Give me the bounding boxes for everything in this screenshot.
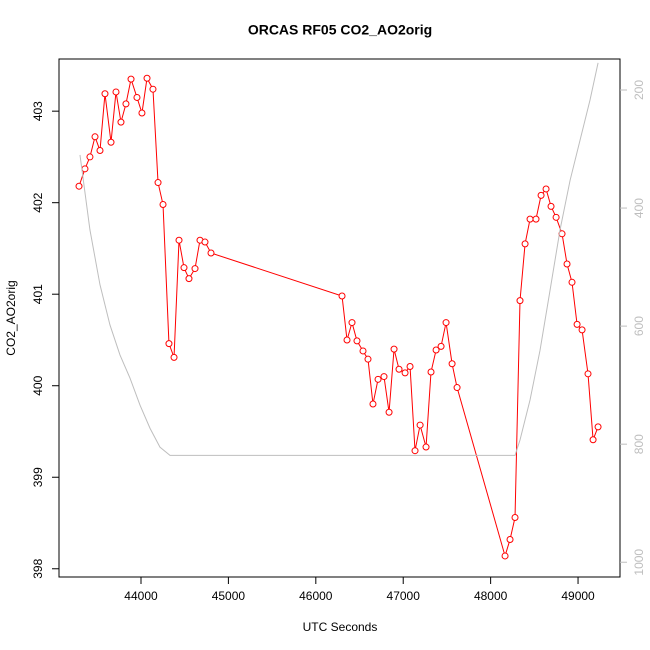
data-point — [353, 337, 361, 345]
data-point — [516, 297, 524, 305]
data-point — [81, 165, 89, 173]
data-point — [401, 369, 409, 377]
data-point — [133, 93, 141, 101]
y2-tick-label: 1000 — [632, 549, 646, 576]
data-point — [154, 179, 162, 187]
data-point — [143, 74, 151, 82]
data-point — [521, 240, 529, 248]
data-point — [526, 215, 534, 223]
data-point — [369, 400, 377, 408]
y-tick-label: 402 — [31, 192, 45, 212]
data-point — [96, 147, 104, 155]
y2-tick-label: 200 — [632, 80, 646, 100]
data-point — [552, 213, 560, 221]
data-point — [170, 353, 178, 361]
data-point — [175, 236, 183, 244]
data-point — [390, 345, 398, 353]
data-point — [338, 292, 346, 300]
data-point — [563, 260, 571, 268]
data-point — [91, 133, 99, 141]
data-point — [406, 363, 414, 371]
x-tick-label: 47000 — [387, 589, 421, 603]
y-tick-label: 399 — [31, 467, 45, 487]
y-tick-label: 398 — [31, 558, 45, 578]
x-tick-label: 44000 — [124, 589, 158, 603]
x-tick-label: 45000 — [212, 589, 246, 603]
data-point — [442, 319, 450, 327]
data-point — [584, 370, 592, 378]
x-axis-label: UTC Seconds — [303, 620, 378, 634]
y2-tick-label: 800 — [632, 434, 646, 454]
data-point — [416, 421, 424, 429]
data-point — [427, 368, 435, 376]
data-point — [422, 443, 430, 451]
data-point — [395, 365, 403, 373]
data-point — [364, 355, 372, 363]
data-point — [511, 514, 519, 522]
x-tick-label: 49000 — [561, 589, 595, 603]
data-point — [191, 265, 199, 273]
data-point — [122, 100, 130, 108]
data-point — [180, 264, 188, 272]
data-point — [432, 346, 440, 354]
plot-box — [58, 58, 621, 578]
data-point — [159, 201, 167, 209]
data-point — [437, 342, 445, 350]
data-point — [348, 319, 356, 327]
data-point — [594, 423, 602, 431]
data-point — [117, 118, 125, 126]
y-tick-label: 401 — [31, 284, 45, 304]
y2-tick-label: 600 — [632, 316, 646, 336]
data-point — [448, 360, 456, 368]
data-point — [542, 185, 550, 193]
data-point — [165, 340, 173, 348]
x-tick-label: 46000 — [299, 589, 333, 603]
data-point — [411, 447, 419, 455]
x-tick-label: 48000 — [474, 589, 508, 603]
data-point — [453, 384, 461, 392]
data-point — [547, 202, 555, 210]
data-point — [107, 138, 115, 146]
data-point — [127, 75, 135, 83]
data-point — [185, 275, 193, 283]
y-tick-label: 403 — [31, 101, 45, 121]
data-point — [359, 347, 367, 355]
y2-tick-label: 400 — [632, 198, 646, 218]
data-point — [532, 215, 540, 223]
chart-title: ORCAS RF05 CO2_AO2orig — [248, 22, 432, 38]
series-line — [79, 62, 599, 456]
data-point — [385, 408, 393, 416]
data-point — [380, 373, 388, 381]
data-point — [149, 85, 157, 93]
data-point — [201, 238, 209, 246]
data-point — [75, 182, 83, 190]
data-point — [501, 552, 509, 560]
y-tick-label: 400 — [31, 375, 45, 395]
data-point — [374, 375, 382, 383]
data-point — [578, 326, 586, 334]
y-axis-label: CO2_AO2orig — [4, 280, 18, 355]
data-point — [138, 109, 146, 117]
data-point — [86, 153, 94, 161]
data-point — [506, 535, 514, 543]
data-point — [207, 249, 215, 257]
data-point — [537, 191, 545, 199]
data-point — [573, 320, 581, 328]
data-point — [112, 88, 120, 96]
data-point — [101, 90, 109, 98]
data-point — [589, 436, 597, 444]
data-point — [568, 278, 576, 286]
data-point — [343, 336, 351, 344]
